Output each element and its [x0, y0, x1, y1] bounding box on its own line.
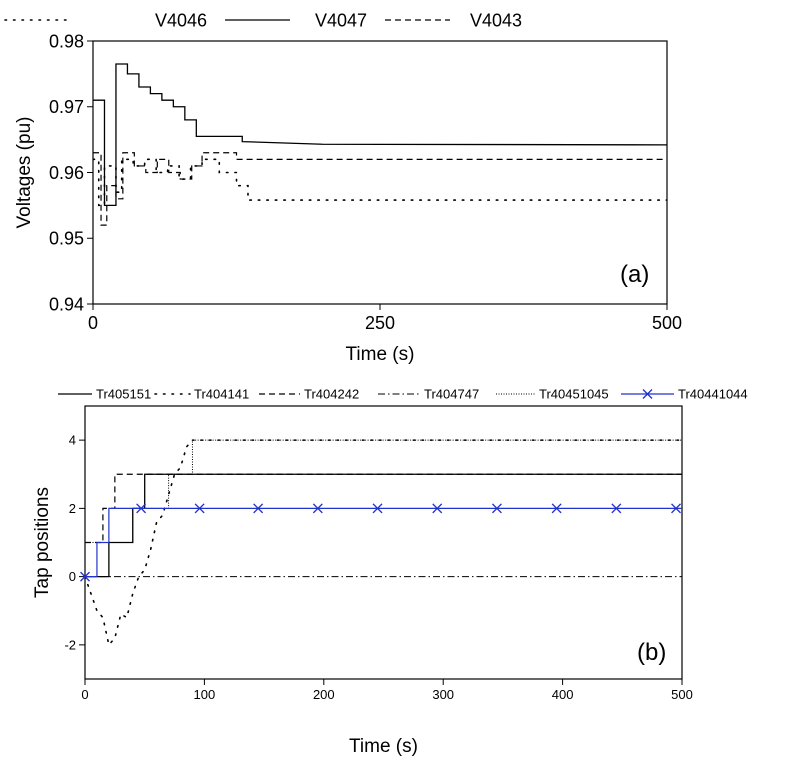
- legend-label: Tr404242: [304, 387, 359, 402]
- series-line-tr405151: [85, 473, 682, 578]
- x-tick-label--b-: 100: [194, 687, 216, 702]
- series-line-v4046: [93, 158, 667, 207]
- panel-label--b-: (b): [637, 639, 666, 666]
- y-axis-label--a-: Voltages (pu): [14, 117, 35, 229]
- legend-label: V4043: [470, 10, 522, 30]
- x-tick-label--a-: 250: [365, 313, 395, 333]
- x-marker-tr40441044: [136, 503, 147, 514]
- x-axis-label--b-: Time (s): [349, 736, 418, 757]
- legend-label: Tr404141: [194, 387, 249, 402]
- legend-label: V4047: [315, 10, 367, 30]
- y-tick-label--a-: 0.98: [49, 31, 84, 51]
- legend-item-tr404242: Tr404242: [259, 387, 359, 402]
- y-axis-label--b-: Tap positions: [32, 487, 53, 598]
- x-marker-tr40441044: [671, 503, 681, 514]
- x-marker-tr40441044: [611, 503, 622, 514]
- x-marker-tr40441044: [372, 503, 383, 514]
- legend-label: Tr404747: [424, 387, 479, 402]
- y-tick-label--a-: 0.97: [49, 97, 84, 117]
- legend-item-v4043: V4043: [385, 10, 522, 30]
- panel-a-voltages: 0 250 500 0.94 0.95 0.96 0.97 0.98 Time (s) Volta…: [4, 10, 682, 365]
- x-tick-label--a-: 500: [652, 313, 682, 333]
- panel-b-tap-positions: 0 100 200 300 400 500 -2 0 2 4 Time (s) Tap positio…: [32, 387, 748, 757]
- y-tick-label--a-: 0.94: [49, 294, 84, 314]
- legend-item-tr404141: Tr404141: [154, 387, 249, 402]
- x-tick-label--b-: 500: [671, 687, 693, 702]
- legend-item-tr404747: Tr404747: [378, 387, 479, 402]
- x-tick-label--b-: 400: [552, 687, 574, 702]
- legend-label: Tr40451045: [539, 387, 609, 402]
- y-tick-label--a-: 0.95: [49, 229, 84, 249]
- y-tick-label--b-: 0: [69, 569, 76, 584]
- legend-item-tr40441044: Tr40441044: [621, 387, 748, 402]
- x-marker-tr40441044: [432, 503, 443, 514]
- x-marker-tr40441044: [551, 503, 562, 514]
- legend-label: Tr40441044: [678, 387, 748, 402]
- legend-label: V4046: [155, 10, 207, 30]
- legend-item-v4047: V4047: [225, 10, 367, 30]
- x-marker-tr40441044: [80, 571, 90, 582]
- y-tick-label--a-: 0.96: [49, 163, 84, 183]
- x-marker-tr40441044: [253, 503, 264, 514]
- x-marker-tr40441044: [194, 503, 205, 514]
- legend-item-tr40451045: Tr40451045: [496, 387, 609, 402]
- y-tick-label--b-: -2: [64, 637, 76, 652]
- x-tick-label--b-: 200: [313, 687, 335, 702]
- legend-item-v4046: V4046: [4, 10, 207, 30]
- series-line-tr40441044: [85, 507, 682, 578]
- y-tick-label--b-: 2: [69, 501, 76, 516]
- legend-label: Tr405151: [96, 387, 151, 402]
- x-axis-label--a-: Time (s): [346, 344, 415, 365]
- x-marker-tr40441044: [491, 503, 502, 514]
- x-marker-tr40441044: [312, 503, 323, 514]
- panel-label--a-: (a): [620, 261, 649, 288]
- series-line-tr40451045: [85, 439, 682, 543]
- x-tick-label--a-: 0: [88, 313, 98, 333]
- plot-area--b-: [84, 405, 683, 680]
- series-line-v4043: [93, 152, 667, 226]
- y-tick-label--b-: 4: [69, 433, 76, 448]
- legend-item-tr405151: Tr405151: [58, 387, 151, 402]
- x-tick-label--b-: 0: [81, 687, 88, 702]
- series-line-v4047: [93, 63, 667, 207]
- x-tick-label--b-: 300: [432, 687, 454, 702]
- series-line-tr404141: [85, 439, 682, 647]
